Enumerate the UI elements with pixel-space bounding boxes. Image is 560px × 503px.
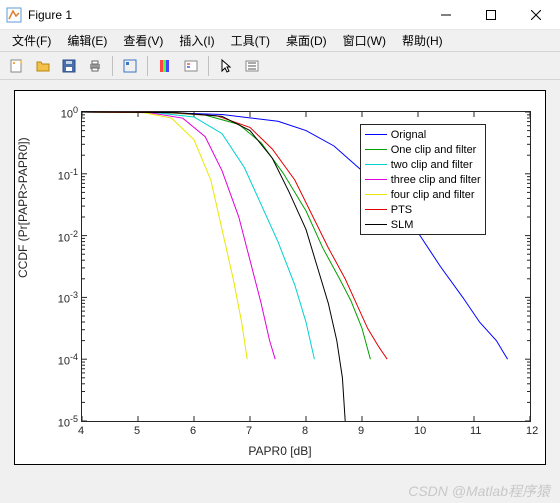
legend-label: One clip and filter [391,144,477,156]
cursor-icon[interactable] [240,55,264,77]
menu-item[interactable]: 查看(V) [115,30,171,51]
axes[interactable]: Orignal One clip and filter two clip and f… [81,111,531,422]
x-tick-label: 4 [78,425,84,437]
y-tick-label: 10-2 [42,229,78,245]
minimize-button[interactable] [423,1,468,29]
legend-label: four clip and filter [391,189,475,201]
legend[interactable]: Orignal One clip and filter two clip and f… [360,124,486,235]
datacursor-icon[interactable] [118,55,142,77]
series-line [82,112,275,359]
window-controls [423,1,558,29]
watermark: CSDN @Matlab程序猿 [408,481,550,501]
menu-item[interactable]: 编辑(E) [59,30,115,51]
series-line [82,112,387,359]
menu-item[interactable]: 工具(T) [223,30,278,51]
x-tick-label: 6 [190,425,196,437]
x-tick-label: 10 [414,425,426,437]
legend-entry: PTS [365,202,481,217]
titlebar: Figure 1 [0,0,560,30]
legend-entry: four clip and filter [365,187,481,202]
legend-entry: two clip and filter [365,157,481,172]
open-icon[interactable] [31,55,55,77]
x-tick-label: 9 [358,425,364,437]
x-tick-label: 12 [526,425,538,437]
legend-label: three clip and filter [391,174,481,186]
legend-entry: three clip and filter [365,172,481,187]
print-icon[interactable] [83,55,107,77]
y-tick-label: 100 [42,105,78,121]
x-axis-label: PAPR0 [dB] [248,444,311,458]
legend-swatch [365,164,387,165]
menu-item[interactable]: 桌面(D) [278,30,335,51]
pointer-icon[interactable] [214,55,238,77]
new-figure-icon[interactable] [5,55,29,77]
x-tick-label: 5 [134,425,140,437]
legend-icon[interactable] [179,55,203,77]
colorbar-icon[interactable] [153,55,177,77]
legend-swatch [365,149,387,150]
menu-item[interactable]: 文件(F) [4,30,59,51]
x-tick-label: 7 [246,425,252,437]
toolbar-separator [147,56,148,76]
legend-entry: One clip and filter [365,142,481,157]
legend-entry: SLM [365,217,481,232]
menu-item[interactable]: 插入(I) [171,30,222,51]
series-line [82,112,370,359]
menubar: 文件(F)编辑(E)查看(V)插入(I)工具(T)桌面(D)窗口(W)帮助(H) [0,30,560,52]
window-title: Figure 1 [28,8,423,22]
save-icon[interactable] [57,55,81,77]
menu-item[interactable]: 帮助(H) [394,30,451,51]
legend-label: SLM [391,219,414,231]
legend-swatch [365,179,387,180]
figure-area: CCDF (Pr[PAPR>PAPR0]) PAPR0 [dB] Orignal… [0,80,560,503]
legend-label: Orignal [391,129,426,141]
toolbar-separator [112,56,113,76]
legend-swatch [365,134,387,135]
legend-swatch [365,224,387,225]
y-tick-label: 10-3 [42,290,78,306]
y-tick-label: 10-5 [42,414,78,430]
legend-entry: Orignal [365,127,481,142]
plot-panel: CCDF (Pr[PAPR>PAPR0]) PAPR0 [dB] Orignal… [14,90,546,465]
y-tick-label: 10-4 [42,352,78,368]
toolbar [0,52,560,80]
legend-label: two clip and filter [391,159,473,171]
toolbar-separator [208,56,209,76]
y-axis-label: CCDF (Pr[PAPR>PAPR0]) [16,137,30,278]
legend-swatch [365,194,387,195]
legend-swatch [365,209,387,210]
y-tick-label: 10-1 [42,167,78,183]
maximize-button[interactable] [468,1,513,29]
legend-label: PTS [391,204,412,216]
matlab-figure-icon [6,7,22,23]
series-line [82,112,247,359]
x-tick-label: 11 [470,425,481,437]
close-button[interactable] [513,1,558,29]
x-tick-label: 8 [302,425,308,437]
menu-item[interactable]: 窗口(W) [335,30,394,51]
series-line [82,112,345,421]
